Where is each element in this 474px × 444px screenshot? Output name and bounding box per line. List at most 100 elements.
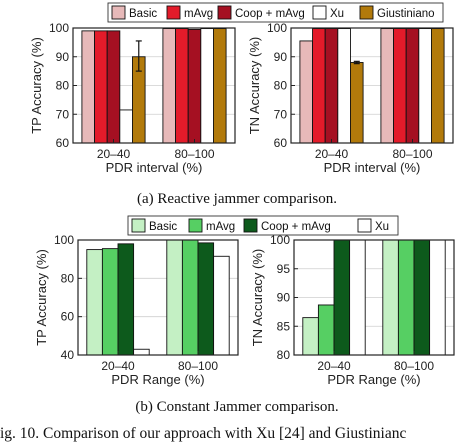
b-tn-bar-1-0 <box>382 239 399 356</box>
a-tp-xtick-label-1: 80–100 <box>174 147 214 161</box>
b-tn-bar-0-0 <box>302 317 319 356</box>
a-tn-ytick-label-3: 90 <box>274 50 288 64</box>
a-tn-xtick-label-0: 20–40 <box>315 147 349 161</box>
legend-top-label-3: Xu <box>330 8 344 20</box>
legend-bottom-label-1: mAvg <box>206 221 235 233</box>
b-tp-bar-0-3 <box>133 348 150 356</box>
a-tp-bar-1-3 <box>200 28 214 144</box>
b-tp-xtick-label-1: 80–100 <box>178 359 218 373</box>
b-tn-ytick-label-4: 100 <box>270 233 290 247</box>
legend-top: Basic mAvg Coop + mAvg Xu Giustiniano <box>107 2 444 23</box>
b-tp-bar-1-3 <box>213 255 230 356</box>
b-tp-ytick-label-1: 60 <box>61 310 75 324</box>
a-tp-bar-0-1 <box>94 30 108 144</box>
legend-top-swatch-4 <box>359 5 374 20</box>
a-tp-plot-frame <box>72 27 236 144</box>
a-tp-bar-0-2 <box>106 30 121 144</box>
legend-top-swatch-1 <box>166 5 181 20</box>
b-tn-bar-1-2 <box>413 239 431 356</box>
a-tp-bar-1-4 <box>213 28 227 144</box>
legend-top-swatch-3 <box>312 5 327 20</box>
legend-bottom-swatch-2 <box>243 218 258 233</box>
b-tn-xtick-label-1: 80–100 <box>394 359 434 373</box>
a-tp-bar-1-0 <box>162 28 176 144</box>
b-tp-ylabel: TP Accuracy (%) <box>34 249 49 346</box>
a-tn-bar-1-2 <box>405 28 420 144</box>
a-tn-bar-1-0 <box>380 28 394 144</box>
a-tp-bar-0-0 <box>81 30 95 144</box>
a-tn-bar-1-4 <box>431 28 445 144</box>
b-tn-xtick-label-0: 20–40 <box>317 359 351 373</box>
caption-b: (b) Constant Jammer comparison. <box>135 399 338 415</box>
a-tp-ytick-label-0: 60 <box>56 136 70 150</box>
legend-top-label-4: Giustiniano <box>377 8 435 20</box>
a-tn-ylabel: TN Accuracy (%) <box>247 37 262 135</box>
legend-bottom-label-2: Coop + mAvg <box>261 221 331 233</box>
a-tn-bar-1-3 <box>418 28 432 144</box>
a-tn-ytick-label-0: 60 <box>274 136 288 150</box>
b-tn-bar-0-1 <box>317 304 335 356</box>
legend-bottom-swatch-1 <box>188 218 203 233</box>
a-tn-bar-1-1 <box>393 28 407 144</box>
a-tn-ytick-label-4: 100 <box>267 21 287 35</box>
b-tn-ytick-label-2: 90 <box>277 291 291 305</box>
a-tp-xlabel: PDR interval (%) <box>106 160 203 175</box>
a-tp-bar-1-1 <box>175 28 189 144</box>
b-tp-bar-1-1 <box>181 239 199 356</box>
a-tn-bar-0-2 <box>324 28 339 144</box>
figure-caption: ig. 10. Comparison of our approach with … <box>0 425 406 442</box>
a-tn-bar-0-0 <box>299 40 313 144</box>
a-tp-bar-1-2 <box>187 28 202 144</box>
a-tn-ytick-label-2: 80 <box>274 79 288 93</box>
legend-top-frame <box>107 2 444 23</box>
legend-top-swatch-0 <box>111 5 126 20</box>
b-tn-ytick-label-1: 85 <box>277 319 291 333</box>
b-tp-ytick-label-3: 100 <box>54 233 74 247</box>
legend-bottom-swatch-0 <box>131 218 146 233</box>
b-tn-ytick-label-3: 95 <box>277 262 291 276</box>
b-tn-bar-0-3 <box>349 239 366 356</box>
a-tp-ytick-label-2: 80 <box>56 79 70 93</box>
legend-top-swatch-2 <box>217 5 232 20</box>
a-tn-bar-0-4 <box>350 62 364 144</box>
b-tn-bar-0-2 <box>333 239 351 356</box>
b-tn-xlabel: PDR Range (%) <box>327 372 420 387</box>
a-tp-bar-0-3 <box>119 109 133 144</box>
a-tp-ytick-label-3: 90 <box>56 50 70 64</box>
legend-bottom-swatch-3 <box>357 218 372 233</box>
legend-bottom-label-3: Xu <box>375 221 389 233</box>
b-tp-bar-0-2 <box>117 243 135 356</box>
a-tp-xtick-label-0: 20–40 <box>97 147 131 161</box>
b-tp-bar-0-0 <box>86 249 103 356</box>
a-tn-xtick-label-1: 80–100 <box>392 147 432 161</box>
a-tp-ytick-label-1: 70 <box>56 107 70 121</box>
b-tp-bar-0-1 <box>101 248 119 356</box>
b-tp-bar-1-0 <box>166 239 183 356</box>
legend-top-label-1: mAvg <box>184 8 213 20</box>
a-tp-ytick-label-4: 100 <box>49 21 69 35</box>
b-tp-xtick-label-0: 20–40 <box>101 359 135 373</box>
a-tn-ytick-label-1: 70 <box>274 107 288 121</box>
legend-bottom: Basic mAvg Coop + mAvg Xu <box>127 215 399 236</box>
a-tn-bar-0-1 <box>312 28 326 144</box>
legend-bottom-label-0: Basic <box>149 221 177 233</box>
b-tp-ytick-label-0: 40 <box>61 348 75 362</box>
b-tp-ytick-label-2: 80 <box>61 271 75 285</box>
a-tn-bar-0-3 <box>337 28 351 144</box>
b-tn-bar-1-3 <box>429 239 446 356</box>
b-tp-bar-1-2 <box>197 242 215 356</box>
caption-a: (a) Reactive jammer comparison. <box>137 191 337 207</box>
b-tp-plot-frame <box>77 239 239 356</box>
legend-top-label-0: Basic <box>129 8 157 20</box>
b-tn-bar-1-1 <box>397 239 415 356</box>
b-tn-ytick-label-0: 80 <box>277 348 291 362</box>
b-tp-xlabel: PDR Range (%) <box>111 372 204 387</box>
a-tn-xlabel: PDR interval (%) <box>324 160 421 175</box>
b-tn-plot-frame <box>293 239 455 356</box>
a-tn-plot-frame <box>290 27 454 144</box>
